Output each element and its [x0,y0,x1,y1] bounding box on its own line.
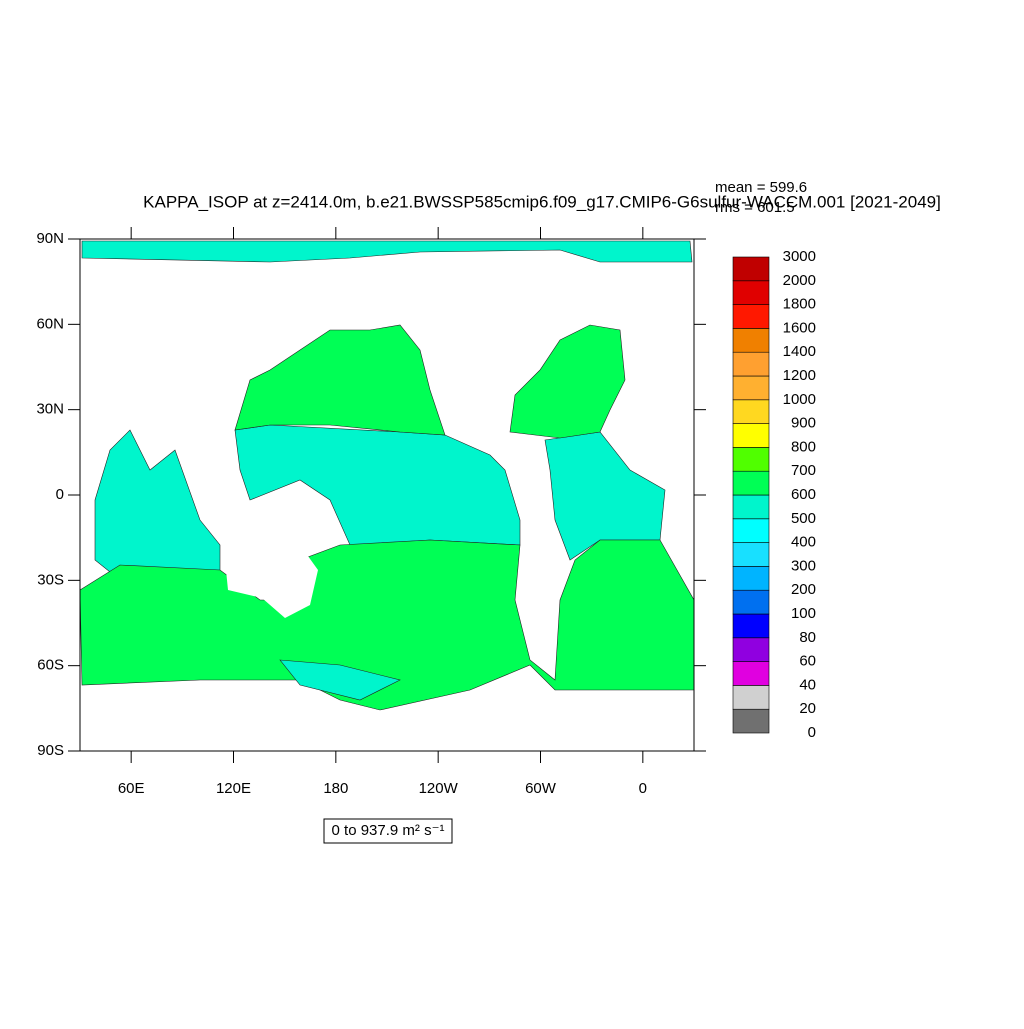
colorbar-box [732,423,770,448]
range-label: 0 to 937.9 m² s⁻¹ [332,822,445,839]
colorbar-label: 1000 [783,391,816,408]
colorbar-box [732,447,770,472]
colorbar-label: 60 [799,653,816,670]
colorbar-box [732,304,770,329]
colorbar-label: 800 [791,438,816,455]
annotation: rms = 601.5 [715,199,795,216]
colorbar-box [732,613,770,639]
colorbar-label: 40 [799,676,816,693]
colorbar-label: 1400 [783,343,816,360]
colorbar-box [732,566,770,591]
y-tick-label: 0 [56,486,64,503]
colorbar-label: 80 [799,629,816,646]
colorbar-label: 700 [791,462,816,479]
colorbar-label: 100 [791,605,816,622]
indian-ocean [94,429,221,581]
colorbar-label: 3000 [783,248,816,265]
colorbar-label: 2000 [783,272,816,289]
y-tick-label: 30N [36,401,64,418]
colorbar-label: 0 [808,724,816,741]
colorbar-box [732,542,770,567]
y-tick-label: 30S [37,571,64,588]
range-box [323,818,453,844]
colorbar-label: 1200 [783,367,816,384]
colorbar-label: 900 [791,415,816,432]
colorbar-box [732,256,770,282]
x-tick-label: 60E [118,780,145,797]
antarctic-coast [279,659,401,701]
chart-title: KAPPA_ISOP at z=2414.0m, b.e21.BWSSP585c… [143,192,941,211]
colorbar-box [732,518,770,543]
colorbar-box [732,661,770,686]
map-fill [79,240,695,711]
colorbar-box [732,685,770,710]
arctic-ocean [81,240,693,263]
colorbar-label: 300 [791,557,816,574]
colorbar-box [732,589,770,615]
y-tick-label: 90N [36,230,64,247]
north-atlantic [509,324,626,439]
australia [225,545,318,618]
y-tick-label: 60S [37,657,64,674]
y-tick-label: 60N [36,315,64,332]
colorbar-box [732,351,770,377]
colorbar-box [732,399,770,424]
x-tick-label: 120W [419,780,459,797]
colorbar-label: 20 [799,700,816,717]
colorbar-label: 200 [791,581,816,598]
tropical-pacific [234,424,521,546]
colorbar-box [732,375,770,401]
colorbar-label: 400 [791,534,816,551]
colorbar-label: 500 [791,510,816,527]
colorbar-box [732,708,770,734]
colorbar-label: 1800 [783,296,816,313]
x-tick-label: 60W [525,780,557,797]
north-pacific [234,324,446,436]
colorbar-box [732,637,770,662]
colorbar-box [732,470,770,496]
colorbar-label: 1600 [783,319,816,336]
x-tick-label: 0 [639,780,647,797]
colorbar-box [732,328,770,353]
colorbar-label: 600 [791,486,816,503]
x-tick-label: 120E [216,780,251,797]
x-tick-label: 180 [323,780,348,797]
annotation: mean = 599.6 [715,179,807,196]
colorbar-box [732,280,770,305]
y-tick-label: 90S [37,742,64,759]
colorbar-box [732,494,770,520]
